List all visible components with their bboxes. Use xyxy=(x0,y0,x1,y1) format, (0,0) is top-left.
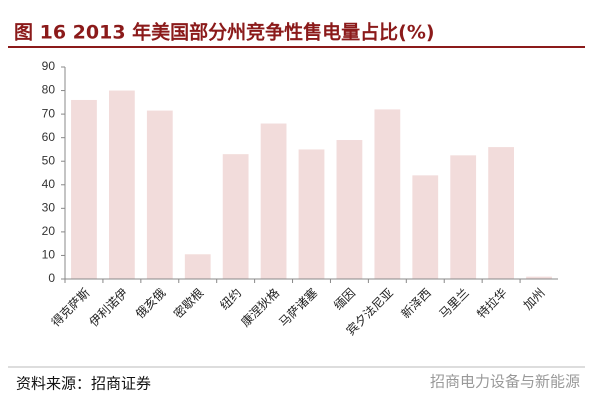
x-tick-label: 得克萨斯 xyxy=(48,285,93,330)
bar xyxy=(336,140,363,279)
bar xyxy=(298,149,325,279)
bar xyxy=(108,90,135,279)
x-tick-label: 特拉华 xyxy=(474,285,510,321)
bar xyxy=(450,155,477,279)
y-tick-label: 90 xyxy=(42,59,56,73)
y-tick-label: 70 xyxy=(42,106,56,120)
bar xyxy=(526,276,552,279)
bar xyxy=(374,109,401,280)
x-tick-label: 纽约 xyxy=(217,285,245,313)
y-tick-label: 60 xyxy=(42,130,56,144)
bar xyxy=(488,147,515,279)
x-tick-label: 马里兰 xyxy=(436,286,471,321)
x-tick-label: 康涅狄格 xyxy=(238,285,283,330)
bar xyxy=(184,254,211,279)
bar xyxy=(412,175,439,279)
bar xyxy=(260,123,287,280)
bar xyxy=(222,154,249,279)
y-tick-label: 10 xyxy=(42,248,56,262)
y-tick-label: 40 xyxy=(42,177,56,191)
y-tick-label: 20 xyxy=(42,224,56,238)
watermark: 招商电力设备与新能源 xyxy=(430,373,580,391)
source-note: 资料来源：招商证券 xyxy=(16,375,151,393)
x-tick-label: 缅因 xyxy=(331,286,358,313)
x-tick-label: 马萨诸塞 xyxy=(276,285,321,330)
bar xyxy=(146,110,173,279)
y-tick-label: 30 xyxy=(42,201,56,215)
y-tick-label: 50 xyxy=(42,153,56,167)
x-tick-label: 新泽西 xyxy=(398,285,434,321)
y-tick-label: 80 xyxy=(42,83,56,97)
x-tick-label: 加州 xyxy=(521,286,548,313)
chart-title: 图 16 2013 年美国部分州竞争性售电量占比(%) xyxy=(14,21,435,44)
bar xyxy=(71,99,97,279)
y-tick-label: 0 xyxy=(48,271,55,285)
x-tick-label: 伊利诺伊 xyxy=(87,286,131,330)
x-tick-label: 俄亥俄 xyxy=(133,286,168,321)
x-tick-label: 密歇根 xyxy=(170,285,206,321)
